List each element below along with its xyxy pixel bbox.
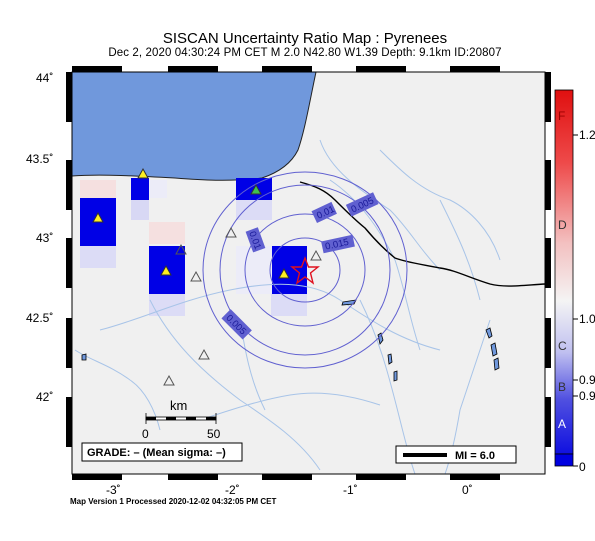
lat-label: 42˚ xyxy=(36,390,53,404)
mi-legend-box xyxy=(395,445,517,464)
lon-label: -3˚ xyxy=(106,483,121,497)
lon-label: -1˚ xyxy=(343,483,358,497)
station-triangle-icon xyxy=(190,270,202,282)
colorbar-value: 0.9 xyxy=(579,389,595,403)
lat-label: 42.5˚ xyxy=(26,311,53,325)
station-triangle-icon xyxy=(92,211,104,223)
rivers xyxy=(74,139,501,475)
border-line xyxy=(299,181,546,287)
colorbar-letter: D xyxy=(558,218,567,232)
colorbar-letter: C xyxy=(558,339,567,353)
stations xyxy=(92,167,322,386)
station-triangle-icon xyxy=(160,264,172,276)
grade-text: GRADE: – (Mean sigma: –) xyxy=(87,447,226,459)
station-triangle-icon xyxy=(278,267,290,279)
colorbar xyxy=(554,89,574,455)
contour-label: 0.015 xyxy=(324,237,350,253)
lon-label: -2˚ xyxy=(225,483,240,497)
processing-footer: Map Version 1 Processed 2020-12-02 04:32… xyxy=(70,497,277,506)
event-subtitle: Dec 2, 2020 04:30:24 PM CET M 2.0 N42.80… xyxy=(108,47,502,59)
mi-legend-text: MI = 6.0 xyxy=(455,450,495,462)
map-title: SISCAN Uncertainty Ratio Map : Pyrenees xyxy=(162,30,448,47)
station-triangle-icon xyxy=(163,374,175,386)
station-triangle-icon xyxy=(225,226,237,238)
colorbar-value: 1.2 xyxy=(579,128,595,142)
colorbar-value: 0.9 xyxy=(579,373,595,387)
ratio-grid xyxy=(80,178,307,316)
colorbar-value: 0 xyxy=(579,460,586,474)
epicenter-star-icon xyxy=(290,256,320,285)
colorbar-ticks xyxy=(573,134,578,467)
colorbar-letter: A xyxy=(558,417,566,431)
station-triangle-icon xyxy=(250,183,262,195)
colorbar-letter: F xyxy=(558,109,565,123)
colorbar-letter: B xyxy=(558,380,566,394)
station-triangle-icon xyxy=(198,348,210,360)
colorbar-value: 1.0 xyxy=(579,312,595,326)
frame-ticks xyxy=(66,66,551,480)
uncertainty-contours xyxy=(202,171,408,369)
sea-area xyxy=(71,71,317,181)
lon-label: 0˚ xyxy=(462,483,473,497)
scale-bar-min: 0 xyxy=(142,427,149,441)
scale-bar-title: km xyxy=(170,398,187,413)
scale-bar-max: 50 xyxy=(207,427,221,441)
lat-label: 43.5˚ xyxy=(26,152,53,166)
lat-label: 43˚ xyxy=(36,231,53,245)
lat-label: 44˚ xyxy=(36,71,53,85)
scale-bar: km 0 50 xyxy=(142,398,221,441)
colorbar-bottom xyxy=(554,453,574,467)
station-triangle-icon xyxy=(137,167,149,179)
lakes xyxy=(81,299,500,382)
station-triangle-icon xyxy=(310,249,322,261)
station-triangle-icon xyxy=(175,243,187,255)
grade-box xyxy=(81,442,243,462)
